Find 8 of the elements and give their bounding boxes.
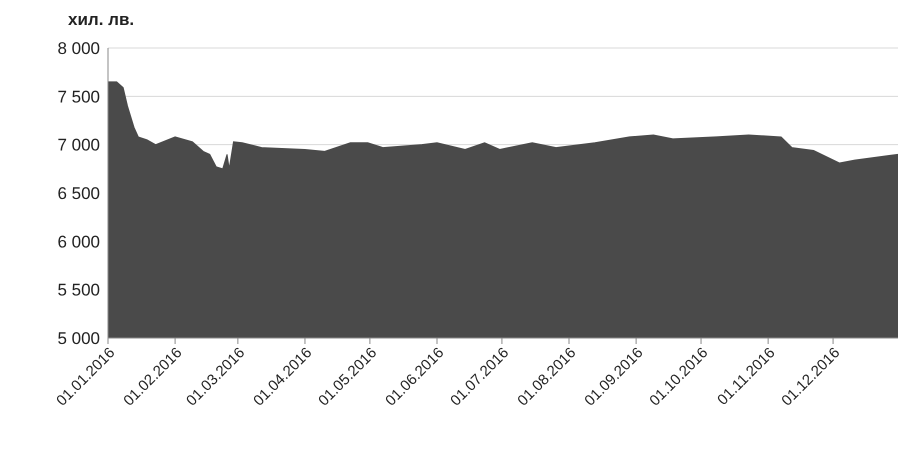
y-tick-label: 7 500 bbox=[57, 87, 100, 106]
y-tick-label: 6 000 bbox=[57, 232, 100, 252]
y-tick-label: 5 500 bbox=[57, 280, 100, 300]
y-tick-label: 6 500 bbox=[57, 184, 100, 204]
y-tick-label: 5 000 bbox=[57, 329, 100, 348]
y-tick-label: 7 000 bbox=[57, 136, 100, 155]
y-tick-label: 8 000 bbox=[57, 39, 100, 58]
y-axis-title: хил. лв. bbox=[68, 10, 134, 30]
